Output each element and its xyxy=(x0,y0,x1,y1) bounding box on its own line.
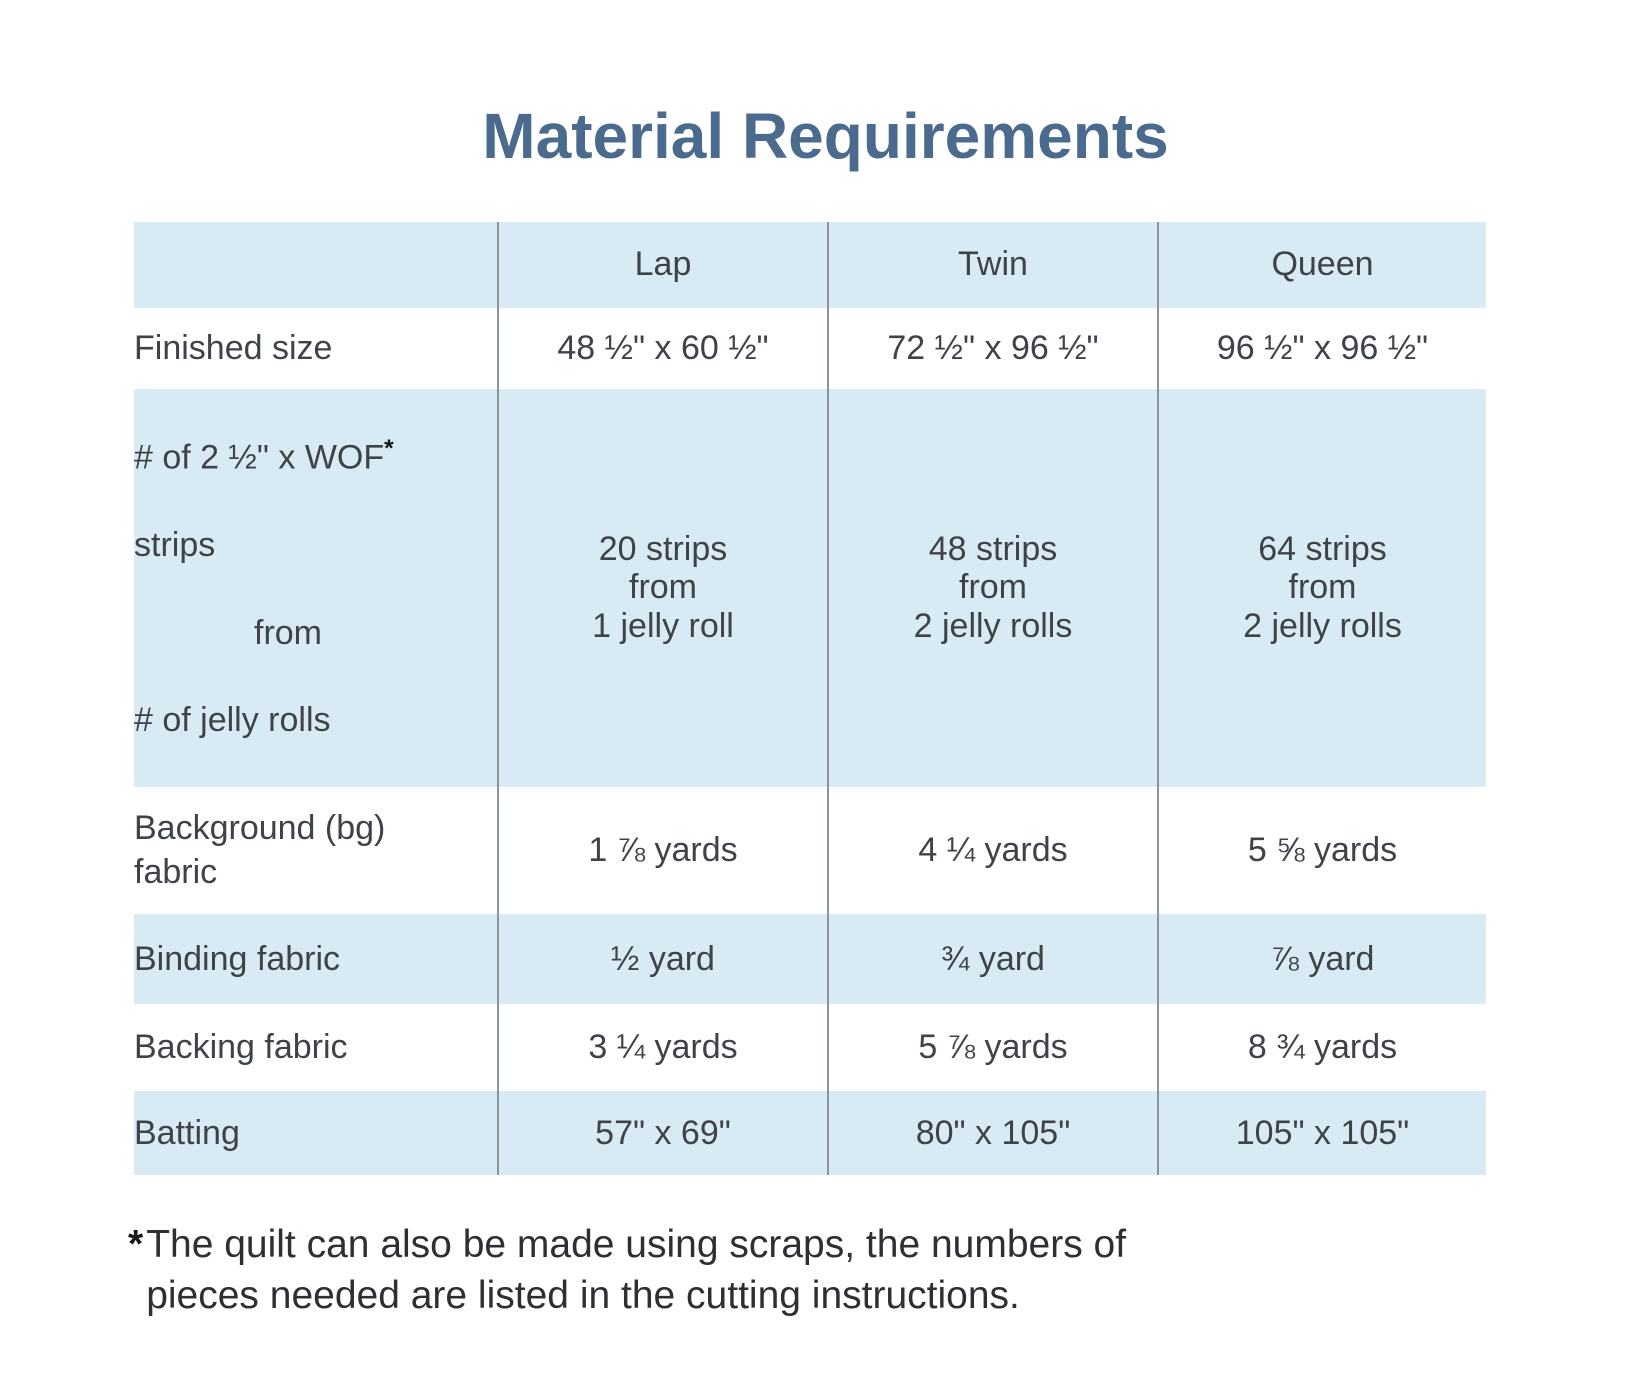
cell-binding-fabric-lap: ½ yard xyxy=(497,913,828,1004)
table-row-strips: # of 2 ½" x WOF* strips from # of jelly … xyxy=(134,388,1486,787)
cell-strips-lap: 20 strips from 1 jelly roll xyxy=(497,388,828,787)
footnote-text: The quilt can also be made using scraps,… xyxy=(146,1222,1127,1318)
cell-batting-lap: 57" x 69" xyxy=(497,1090,828,1175)
row-label-finished-size: Finished size xyxy=(134,307,498,389)
row-label-batting: Batting xyxy=(134,1090,498,1175)
table-row-batting: Batting 57" x 69" 80" x 105" 105" x 105" xyxy=(134,1090,1486,1175)
cell-backing-fabric-twin: 5 ⅞ yards xyxy=(827,1003,1158,1091)
cell-background-fabric-queen: 5 ⅝ yards xyxy=(1157,786,1486,914)
row-label-background-fabric: Background (bg) fabric xyxy=(134,786,498,914)
table-row-background-fabric: Background (bg) fabric 1 ⅞ yards 4 ¼ yar… xyxy=(134,786,1486,914)
table-row-finished-size: Finished size 48 ½" x 60 ½" 72 ½" x 96 ½… xyxy=(134,307,1486,389)
row-label-backing-fabric: Backing fabric xyxy=(134,1003,498,1091)
cell-finished-size-twin: 72 ½" x 96 ½" xyxy=(827,307,1158,389)
row-label-binding-fabric: Binding fabric xyxy=(134,913,498,1004)
cell-binding-fabric-queen: ⅞ yard xyxy=(1157,913,1486,1004)
page-title: Material Requirements xyxy=(482,100,1169,172)
strips-label-line1: # of 2 ½" x WOF* xyxy=(134,433,497,480)
footnote-asterisk: * xyxy=(128,1222,144,1266)
cell-finished-size-lap: 48 ½" x 60 ½" xyxy=(497,307,828,389)
strips-label-line3: from xyxy=(254,613,322,652)
header-empty-cell xyxy=(134,221,498,308)
column-header-lap: Lap xyxy=(497,221,828,308)
strips-label-line4: # of jelly rolls xyxy=(134,701,331,740)
cell-strips-queen: 64 strips from 2 jelly rolls xyxy=(1157,388,1486,787)
strips-label-line2: strips xyxy=(134,525,216,564)
asterisk-superscript: * xyxy=(384,434,394,462)
cell-batting-twin: 80" x 105" xyxy=(827,1090,1158,1175)
cell-background-fabric-lap: 1 ⅞ yards xyxy=(497,786,828,914)
cell-background-fabric-twin: 4 ¼ yards xyxy=(827,786,1158,914)
cell-strips-twin: 48 strips from 2 jelly rolls xyxy=(827,388,1158,787)
material-requirements-table: Lap Twin Queen Finished size 48 ½" x 60 … xyxy=(134,221,1486,1175)
column-header-queen: Queen xyxy=(1157,221,1486,308)
row-label-strips: # of 2 ½" x WOF* strips from # of jelly … xyxy=(134,388,498,787)
cell-batting-queen: 105" x 105" xyxy=(1157,1090,1486,1175)
cell-finished-size-queen: 96 ½" x 96 ½" xyxy=(1157,307,1486,389)
table-row-binding-fabric: Binding fabric ½ yard ¾ yard ⅞ yard xyxy=(134,913,1486,1004)
cell-backing-fabric-lap: 3 ¼ yards xyxy=(497,1003,828,1091)
cell-binding-fabric-twin: ¾ yard xyxy=(827,913,1158,1004)
table-row-backing-fabric: Backing fabric 3 ¼ yards 5 ⅞ yards 8 ¾ y… xyxy=(134,1003,1486,1091)
table-header-row: Lap Twin Queen xyxy=(134,221,1486,308)
cell-backing-fabric-queen: 8 ¾ yards xyxy=(1157,1003,1486,1091)
column-header-twin: Twin xyxy=(827,221,1158,308)
page: Material Requirements Lap Twin Queen Fin… xyxy=(128,100,1486,1322)
footnote: * The quilt can also be made using scrap… xyxy=(128,1219,1398,1322)
strips-label-line1-text: # of 2 ½" x WOF xyxy=(134,438,385,477)
